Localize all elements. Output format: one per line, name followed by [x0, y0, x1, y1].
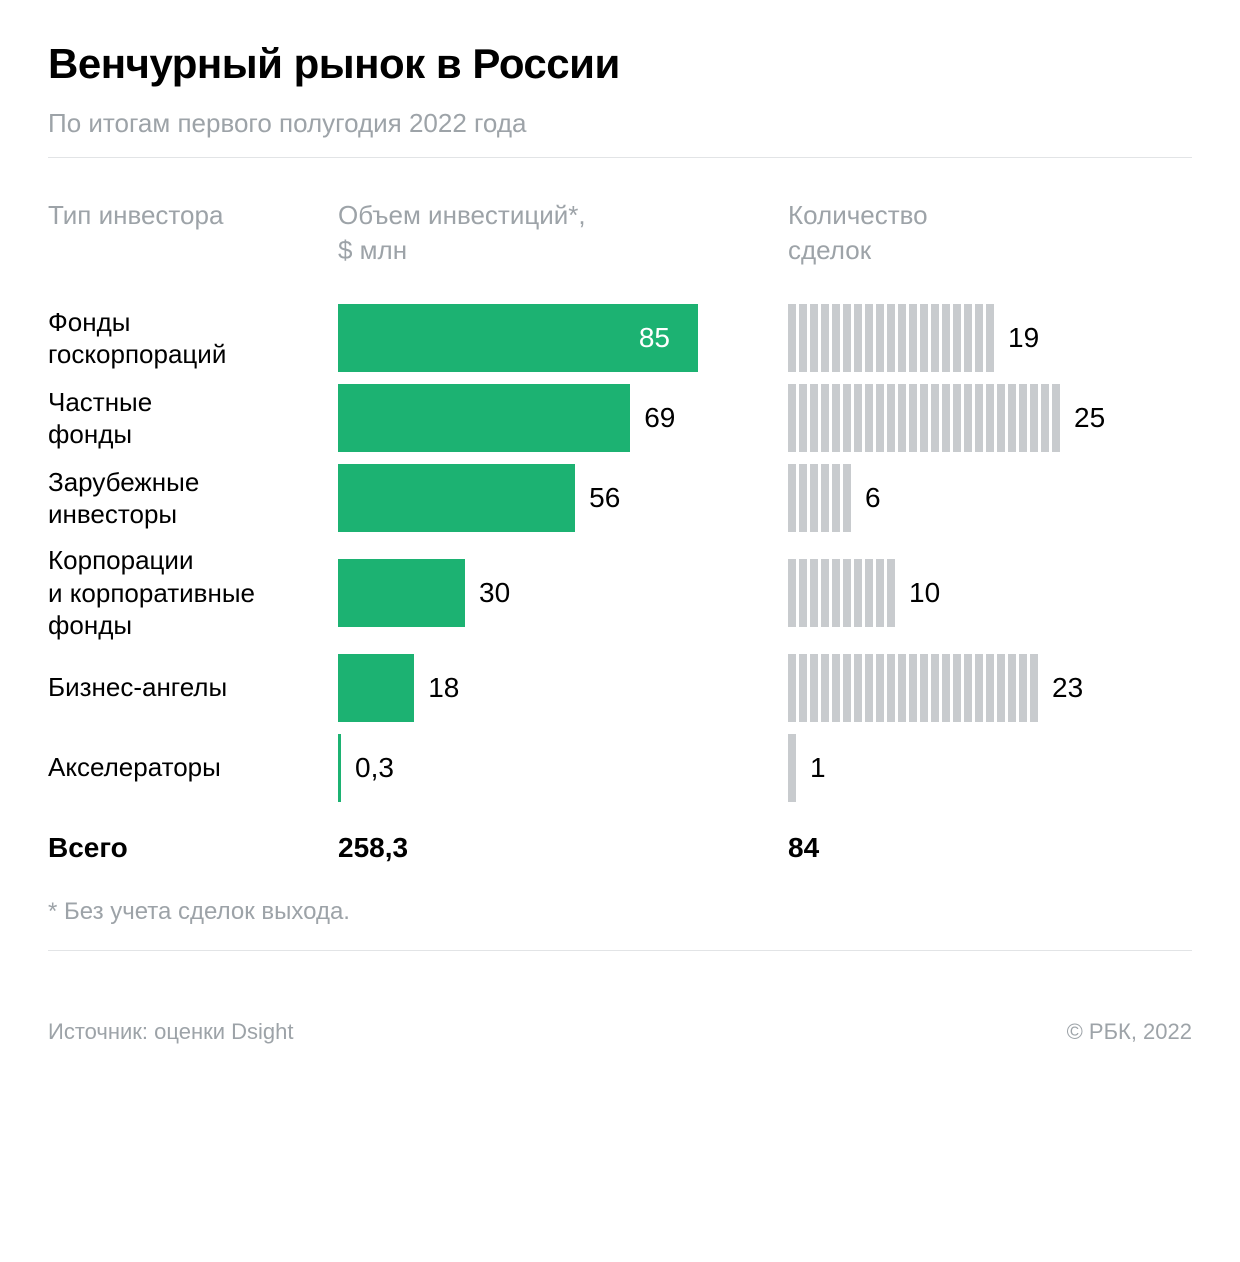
- deals-value: 23: [1052, 672, 1083, 704]
- column-header-labels: Тип инвестора: [48, 198, 338, 268]
- source-label: Источник: оценки Dsight: [48, 1019, 294, 1045]
- deals-value: 1: [810, 752, 826, 784]
- investment-bar-cell: 0,3: [338, 728, 758, 808]
- investment-value: 56: [589, 482, 620, 514]
- investment-bar: [338, 384, 630, 452]
- deals-tally-bars: [788, 304, 994, 372]
- deals-value: 6: [865, 482, 881, 514]
- investment-bar: [338, 464, 575, 532]
- deals-tally-bars: [788, 464, 851, 532]
- deals-value: 19: [1008, 322, 1039, 354]
- row-label: Бизнес-ангелы: [48, 648, 338, 728]
- row-label-text: Бизнес-ангелы: [48, 671, 227, 704]
- investment-bar-cell: 30: [338, 538, 758, 648]
- investment-bar-cell: 18: [338, 648, 758, 728]
- deals-value: 25: [1074, 402, 1105, 434]
- investment-bar-cell: 56: [338, 458, 758, 538]
- row-label: Акселераторы: [48, 728, 338, 808]
- row-label: Корпорациии корпоративныефонды: [48, 538, 338, 648]
- column-header-investment: Объем инвестиций*,$ млн: [338, 198, 758, 268]
- deals-tally-cell: 6: [758, 458, 1192, 538]
- column-header-deals: Количествосделок: [758, 198, 1192, 268]
- credits-row: Источник: оценки Dsight © РБК, 2022: [48, 991, 1192, 1045]
- row-label: Фондыгоскорпораций: [48, 298, 338, 378]
- investment-bar: [338, 559, 465, 627]
- divider-top: [48, 157, 1192, 158]
- investment-bar-cell: 69: [338, 378, 758, 458]
- footnote: * Без учета сделок выхода.: [48, 898, 1192, 926]
- chart-grid: Тип инвестора Объем инвестиций*,$ млн Ко…: [48, 198, 1192, 888]
- total-label: Всего: [48, 808, 338, 888]
- deals-tally-cell: 25: [758, 378, 1192, 458]
- investment-value: 69: [644, 402, 675, 434]
- total-investment: 258,3: [338, 808, 758, 888]
- deals-tally-cell: 19: [758, 298, 1192, 378]
- deals-tally-cell: 10: [758, 538, 1192, 648]
- deals-tally-bars: [788, 734, 796, 802]
- deals-tally-bars: [788, 654, 1038, 722]
- copyright-label: © РБК, 2022: [1067, 1019, 1192, 1045]
- investment-value: 0,3: [355, 752, 394, 784]
- investment-value: 30: [479, 577, 510, 609]
- investment-bar: [338, 734, 341, 802]
- row-label-text: Корпорациии корпоративныефонды: [48, 544, 255, 642]
- row-label-text: Зарубежныеинвесторы: [48, 466, 199, 531]
- row-label-text: Фондыгоскорпораций: [48, 306, 226, 371]
- deals-tally-cell: 1: [758, 728, 1192, 808]
- divider-bottom: [48, 950, 1192, 951]
- deals-tally-cell: 23: [758, 648, 1192, 728]
- row-label: Зарубежныеинвесторы: [48, 458, 338, 538]
- row-label-text: Частныефонды: [48, 386, 152, 451]
- row-label-text: Акселераторы: [48, 751, 221, 784]
- deals-tally-bars: [788, 559, 895, 627]
- investment-bar-cell: 85: [338, 298, 758, 378]
- total-deals: 84: [758, 808, 1192, 888]
- investment-value: 85: [639, 322, 670, 354]
- investment-bar: [338, 654, 414, 722]
- row-label: Частныефонды: [48, 378, 338, 458]
- investment-value: 18: [428, 672, 459, 704]
- chart-subtitle: По итогам первого полугодия 2022 года: [48, 108, 1192, 139]
- deals-value: 10: [909, 577, 940, 609]
- deals-tally-bars: [788, 384, 1060, 452]
- chart-title: Венчурный рынок в России: [48, 40, 1192, 88]
